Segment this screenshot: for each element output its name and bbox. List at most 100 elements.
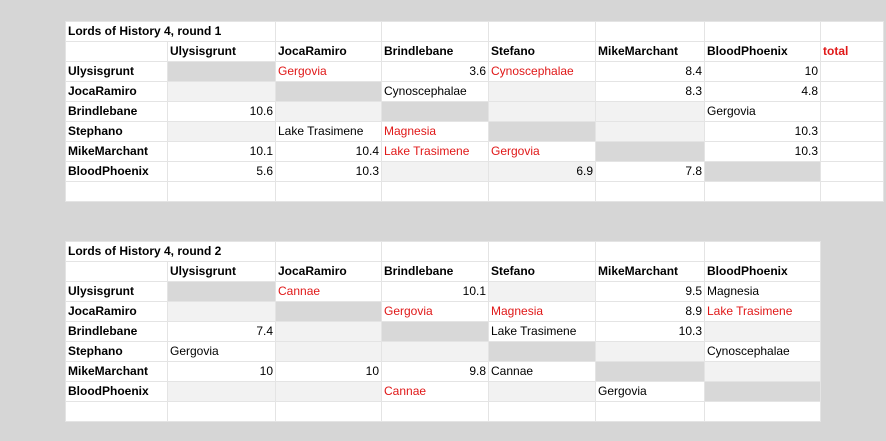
cell[interactable]	[167, 401, 276, 422]
row-label[interactable]: BloodPhoenix	[65, 381, 168, 402]
cell[interactable]	[65, 181, 168, 202]
cell[interactable]	[381, 161, 489, 182]
cell[interactable]	[820, 141, 884, 162]
cell[interactable]	[820, 21, 884, 42]
header-cell[interactable]	[65, 41, 168, 62]
header-cell[interactable]: Stefano	[488, 41, 596, 62]
cell[interactable]	[381, 21, 489, 42]
header-cell[interactable]: Brindlebane	[381, 41, 489, 62]
cell[interactable]	[275, 321, 382, 342]
cell[interactable]: 10	[167, 361, 276, 382]
cell[interactable]	[275, 241, 382, 262]
cell[interactable]	[704, 401, 821, 422]
row-label[interactable]: MikeMarchant	[65, 361, 168, 382]
cell[interactable]	[488, 341, 596, 362]
cell[interactable]	[65, 401, 168, 422]
total-header-cell[interactable]: total	[820, 41, 884, 62]
row-label[interactable]: Brindlebane	[65, 321, 168, 342]
cell[interactable]: 8.9	[595, 301, 705, 322]
header-cell[interactable]: BloodPhoenix	[704, 261, 821, 282]
cell[interactable]	[595, 181, 705, 202]
cell[interactable]	[704, 241, 821, 262]
cell[interactable]	[167, 381, 276, 402]
row-label[interactable]: JocaRamiro	[65, 301, 168, 322]
cell[interactable]	[275, 21, 382, 42]
header-cell[interactable]: MikeMarchant	[595, 41, 705, 62]
cell[interactable]: 3.6	[381, 61, 489, 82]
cell[interactable]: 10.3	[704, 141, 821, 162]
cell[interactable]	[275, 181, 382, 202]
cell[interactable]	[167, 121, 276, 142]
header-cell[interactable]: JocaRamiro	[275, 41, 382, 62]
cell[interactable]	[275, 81, 382, 102]
cell[interactable]: 7.8	[595, 161, 705, 182]
cell[interactable]	[381, 341, 489, 362]
row-label[interactable]: JocaRamiro	[65, 81, 168, 102]
cell[interactable]: Gergovia	[488, 141, 596, 162]
cell[interactable]: 5.6	[167, 161, 276, 182]
cell[interactable]: 8.3	[595, 81, 705, 102]
cell[interactable]	[595, 341, 705, 362]
row-label[interactable]: Ulysisgrunt	[65, 61, 168, 82]
cell[interactable]: Cynoscephalae	[704, 341, 821, 362]
cell[interactable]: Gergovia	[275, 61, 382, 82]
cell[interactable]	[704, 361, 821, 382]
cell[interactable]	[167, 181, 276, 202]
cell[interactable]: Lake Trasimene	[704, 301, 821, 322]
cell[interactable]	[704, 181, 821, 202]
cell[interactable]: 10.1	[167, 141, 276, 162]
cell[interactable]	[488, 21, 596, 42]
cell[interactable]	[381, 181, 489, 202]
cell[interactable]: Cannae	[275, 281, 382, 302]
row-label[interactable]: MikeMarchant	[65, 141, 168, 162]
cell[interactable]: 10.3	[704, 121, 821, 142]
cell[interactable]	[595, 101, 705, 122]
cell[interactable]	[595, 401, 705, 422]
cell[interactable]: Lake Trasimene	[381, 141, 489, 162]
cell[interactable]: 10.1	[381, 281, 489, 302]
cell[interactable]: 8.4	[595, 61, 705, 82]
cell[interactable]	[381, 241, 489, 262]
cell[interactable]: Magnesia	[488, 301, 596, 322]
cell[interactable]: Cannae	[381, 381, 489, 402]
cell[interactable]: 7.4	[167, 321, 276, 342]
row-label[interactable]: BloodPhoenix	[65, 161, 168, 182]
cell[interactable]	[704, 321, 821, 342]
cell[interactable]	[820, 121, 884, 142]
cell[interactable]	[275, 101, 382, 122]
cell[interactable]	[595, 121, 705, 142]
header-cell[interactable]: Stefano	[488, 261, 596, 282]
cell[interactable]	[275, 341, 382, 362]
cell[interactable]	[488, 81, 596, 102]
cell[interactable]: Magnesia	[704, 281, 821, 302]
cell[interactable]: 9.8	[381, 361, 489, 382]
cell[interactable]	[167, 81, 276, 102]
cell[interactable]	[275, 301, 382, 322]
cell[interactable]: Gergovia	[381, 301, 489, 322]
header-cell[interactable]: BloodPhoenix	[704, 41, 821, 62]
cell[interactable]	[704, 161, 821, 182]
cell[interactable]: Cynoscephalae	[381, 81, 489, 102]
cell[interactable]	[820, 181, 884, 202]
cell[interactable]	[488, 101, 596, 122]
cell[interactable]: 10	[704, 61, 821, 82]
cell[interactable]: 10	[275, 361, 382, 382]
row-label[interactable]: Ulysisgrunt	[65, 281, 168, 302]
cell[interactable]	[704, 21, 821, 42]
row-label[interactable]: Stephano	[65, 341, 168, 362]
cell[interactable]	[820, 161, 884, 182]
cell[interactable]	[488, 181, 596, 202]
cell[interactable]	[167, 61, 276, 82]
cell[interactable]	[167, 301, 276, 322]
cell[interactable]: Lake Trasimene	[488, 321, 596, 342]
cell[interactable]: 10.6	[167, 101, 276, 122]
header-cell[interactable]: MikeMarchant	[595, 261, 705, 282]
cell[interactable]	[820, 81, 884, 102]
header-cell[interactable]	[65, 261, 168, 282]
cell[interactable]	[275, 381, 382, 402]
header-cell[interactable]: Ulysisgrunt	[167, 41, 276, 62]
cell[interactable]: Gergovia	[167, 341, 276, 362]
row-label[interactable]: Stephano	[65, 121, 168, 142]
cell[interactable]	[595, 241, 705, 262]
cell[interactable]	[704, 381, 821, 402]
